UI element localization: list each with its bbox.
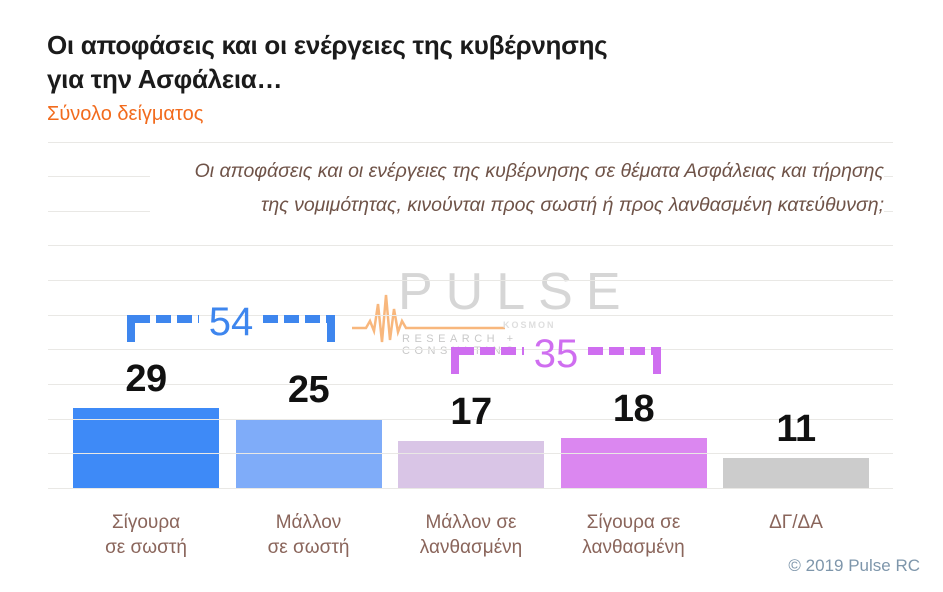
- bracket-cap-left: [451, 347, 459, 374]
- group-bracket-wrong: 35: [451, 334, 661, 374]
- bar: [73, 407, 219, 488]
- bar: [723, 457, 869, 488]
- gridline: [48, 280, 893, 282]
- heartbeat-waveform-icon: [352, 294, 505, 343]
- survey-question-line1: Οι αποφάσεις και οι ενέργειες της κυβέρν…: [194, 160, 884, 182]
- category-label: ΔΓ/ΔΑ: [769, 512, 823, 533]
- bracket-cap-left: [127, 315, 135, 342]
- pulse-sub-text: KOSMON: [503, 320, 556, 330]
- category-label: Μάλλον σε σωστή: [267, 512, 350, 558]
- bar-value-label: 25: [287, 369, 330, 411]
- chart-title-line1: Οι αποφάσεις και οι ενέργειες της κυβέρν…: [47, 30, 608, 60]
- bar-value-label: 17: [450, 391, 492, 434]
- bracket-dash-right: [263, 315, 327, 323]
- chart-title: Οι αποφάσεις και οι ενέργειες της κυβέρν…: [47, 28, 608, 96]
- category-label: Μάλλον σε λανθασμένη: [419, 512, 523, 558]
- category-label: Σίγουρα σε σωστή: [105, 512, 187, 558]
- group-total-wrong: 35: [533, 332, 579, 376]
- gridline: [48, 488, 893, 489]
- bar-value-label: 18: [612, 388, 655, 431]
- bracket-dash-left: [459, 347, 524, 355]
- gridline: [48, 314, 893, 316]
- copyright-text: © 2019 Pulse RC: [788, 556, 920, 575]
- bar-value-label: 29: [125, 357, 167, 400]
- bracket-cap-right: [327, 315, 335, 342]
- chart-subtitle: Σύνολο δείγματος: [47, 103, 204, 125]
- group-bracket-correct: 54: [127, 302, 335, 342]
- bar: [560, 438, 707, 488]
- gridline: [48, 418, 893, 420]
- survey-question: Οι αποφάσεις και οι ενέργειες της κυβέρν…: [150, 154, 884, 222]
- bracket-dash-right: [588, 347, 653, 355]
- survey-question-line2: της νομιμότητας, κινούνται προς σωστή ή …: [261, 194, 884, 216]
- category-label: Σίγουρα σε λανθασμένη: [582, 512, 685, 558]
- gridline: [48, 384, 893, 386]
- group-total-correct: 54: [208, 300, 254, 344]
- gridline: [48, 453, 893, 455]
- bar: [398, 441, 544, 488]
- chart-title-line2: για την Ασφάλεια…: [47, 64, 283, 94]
- bar-value-label: 11: [776, 407, 816, 450]
- gridline: [48, 245, 893, 247]
- bracket-dash-left: [135, 315, 199, 323]
- bracket-cap-right: [653, 347, 661, 374]
- gridline: [48, 141, 893, 143]
- pulse-brand-text: PULSE: [398, 263, 634, 321]
